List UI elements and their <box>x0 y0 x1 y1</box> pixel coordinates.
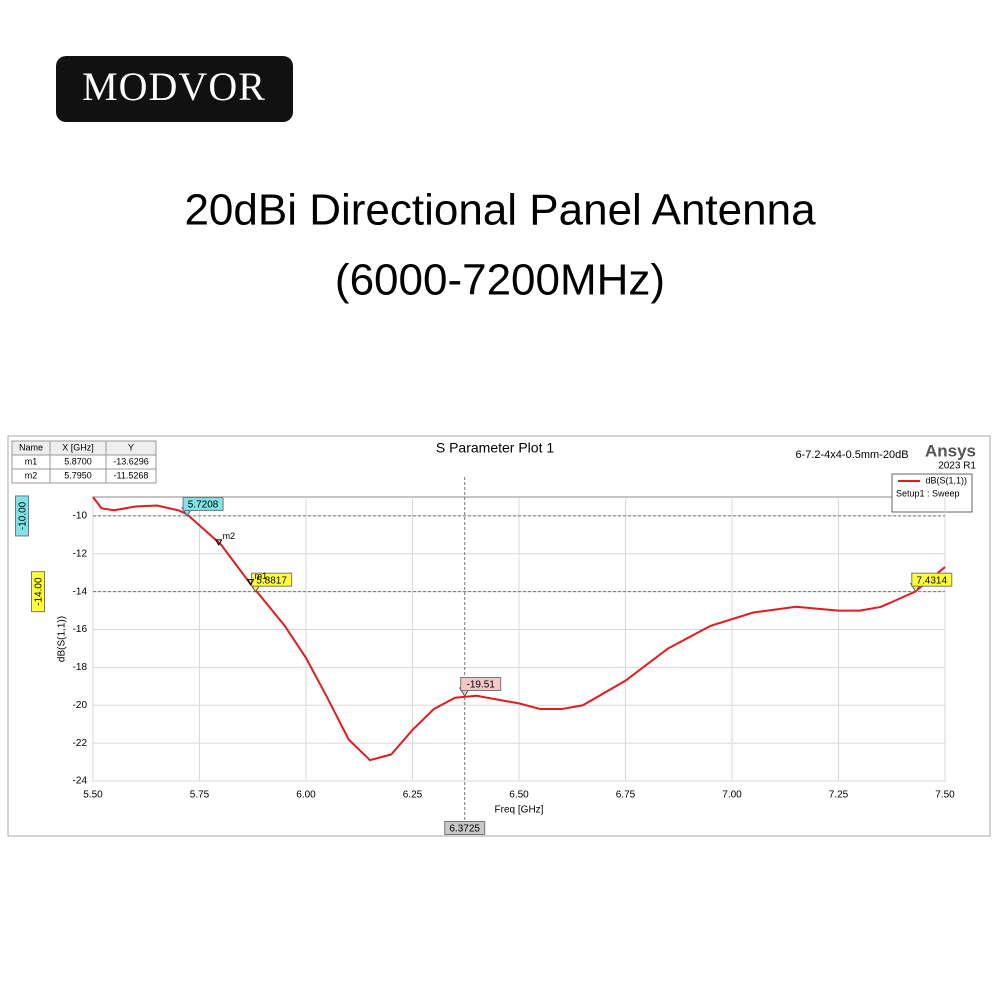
y-tick-label: -10 <box>73 511 88 522</box>
point-label-box <box>182 496 224 511</box>
y-axis-label: dB(S(1,1)) <box>57 616 68 662</box>
point-label: 5.7208 <box>182 496 224 511</box>
legend-setup: Setup1 : Sweep <box>896 488 960 498</box>
table-value: 5.7950 <box>64 470 92 480</box>
x-tick-label: 7.50 <box>935 790 955 801</box>
title-line: 20dBi Directional Panel Antenna <box>184 186 816 235</box>
v-marker-label-box <box>444 821 486 835</box>
x-tick-label: 6.75 <box>616 790 636 801</box>
title-line: (6000-7200MHz) <box>335 256 665 305</box>
h-marker-label-box <box>31 571 45 613</box>
point-label: 7.4314 <box>911 572 953 587</box>
brand: MODVOR <box>82 64 266 109</box>
version: 2023 R1 <box>938 461 976 472</box>
point-label-text: 5.8817 <box>256 575 287 586</box>
v-marker-label: 6.3725 <box>444 821 486 835</box>
logo-box <box>56 56 293 122</box>
v-marker-label-text: 6.3725 <box>449 824 480 835</box>
h-marker-label-text: -14.00 <box>34 577 45 606</box>
y-tick-label: -14 <box>73 586 88 597</box>
legend <box>891 473 973 513</box>
vendor: Ansys <box>925 441 976 460</box>
table-value: m2 <box>25 470 38 480</box>
x-axis-label: Freq [GHz] <box>495 805 544 816</box>
y-tick-label: -20 <box>73 700 88 711</box>
marker-table: Name X [GHz] Ym1 5.8700 -13.6296 m2 5.7950 -11.… <box>11 440 157 484</box>
x-tick-label: 7.00 <box>722 790 742 801</box>
x-tick-label: 6.00 <box>296 790 316 801</box>
table-header: X [GHz] <box>62 442 94 452</box>
x-tick-label: 6.25 <box>403 790 423 801</box>
h-marker-label: -14.00 <box>31 571 45 613</box>
h-marker-label-box <box>14 495 29 537</box>
y-tick-label: -12 <box>73 548 88 559</box>
table-value: -11.5268 <box>114 470 149 480</box>
point-label-text: 5.7208 <box>188 500 219 511</box>
marker-name: m1 <box>255 571 268 581</box>
marker <box>246 579 255 586</box>
point-label-text: -19.51 <box>467 680 496 691</box>
point-label-box <box>460 676 502 691</box>
point-label-text: 7.4314 <box>916 575 947 586</box>
x-tick-label: 7.25 <box>829 790 849 801</box>
table-header: Y <box>128 442 134 452</box>
design-name: 6-7.2-4x4-0.5mm-20dB <box>795 449 908 461</box>
marker <box>214 539 223 546</box>
x-tick-label: 5.75 <box>190 790 210 801</box>
y-tick-label: -16 <box>73 624 88 635</box>
table-cell <box>105 468 157 484</box>
x-tick-label: 6.50 <box>509 790 529 801</box>
h-marker-label: -10.00 <box>14 495 29 537</box>
h-marker-label-text: -10.00 <box>18 501 29 530</box>
point-label: -19.51 <box>460 676 502 691</box>
y-tick-label: -22 <box>73 738 88 749</box>
table-value: m1 <box>25 456 38 466</box>
y-tick-label: -18 <box>73 662 88 673</box>
table-value: -13.6296 <box>113 456 149 466</box>
marker-name: m2 <box>223 531 236 541</box>
point-label-box <box>911 572 953 587</box>
table-value: 5.8700 <box>64 456 92 466</box>
legend-label: dB(S(1,1)) <box>925 475 967 485</box>
x-tick-label: 5.50 <box>83 790 103 801</box>
series-line <box>92 496 946 762</box>
table-header: Name <box>19 442 43 452</box>
y-tick-label: -24 <box>73 776 88 787</box>
chart-title: S Parameter Plot 1 <box>436 440 554 456</box>
